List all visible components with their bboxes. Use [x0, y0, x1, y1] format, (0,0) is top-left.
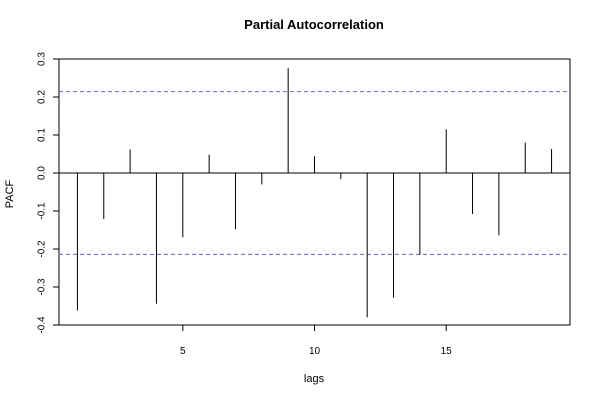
y-axis-label: PACF — [4, 179, 16, 208]
y-tick-label: 0.1 — [37, 128, 48, 142]
x-tick-label: 15 — [441, 346, 453, 357]
x-axis: 5 10 15 — [180, 325, 452, 357]
y-tick-label: 0.3 — [37, 52, 48, 66]
y-tick-label: 0.2 — [37, 90, 48, 104]
plot-frame — [58, 58, 571, 326]
y-tick-label: 0.0 — [37, 166, 48, 180]
y-tick-label: -0.1 — [37, 202, 48, 220]
y-tick-label: -0.2 — [37, 240, 48, 258]
x-axis-label: lags — [304, 373, 325, 385]
y-axis: -0.4 -0.3 -0.2 -0.1 0.0 0.1 0.2 0.3 — [37, 52, 59, 334]
x-tick-label: 5 — [180, 346, 186, 357]
x-tick-label: 10 — [309, 346, 321, 357]
plot-marks — [59, 68, 570, 318]
chart-title: Partial Autocorrelation — [244, 17, 384, 32]
y-tick-label: -0.4 — [37, 316, 48, 334]
y-tick-label: -0.3 — [37, 278, 48, 296]
